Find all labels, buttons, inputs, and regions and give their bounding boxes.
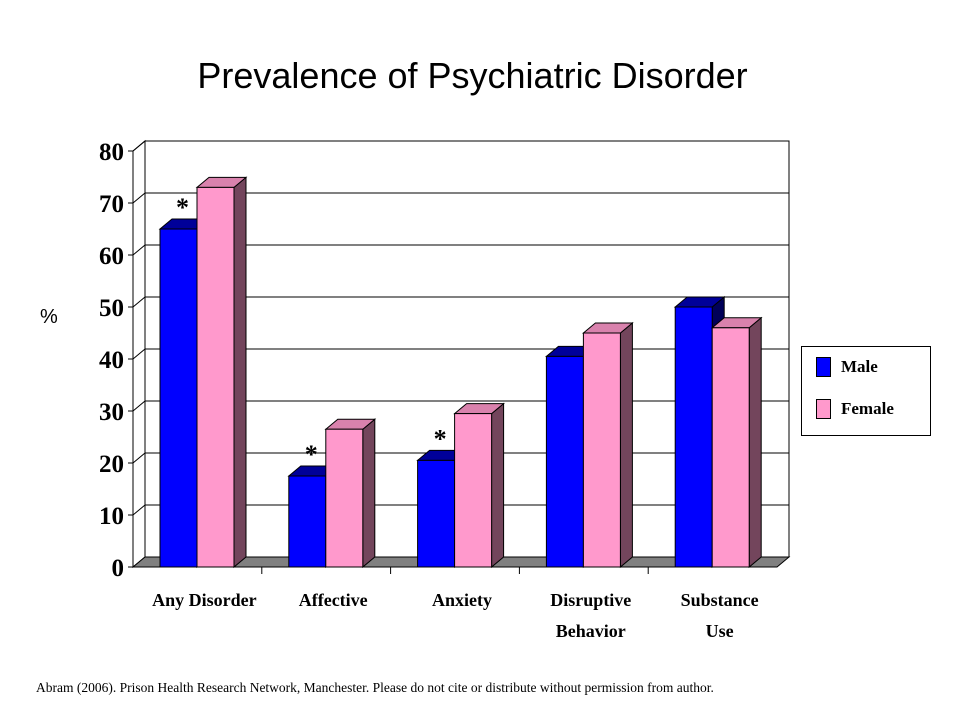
y-tick-label: 10 (99, 503, 124, 530)
gridline (132, 296, 789, 308)
bar-side (748, 316, 762, 569)
bar-male-0 (159, 228, 198, 568)
significance-asterisk: * (305, 440, 318, 469)
bar-side (619, 321, 633, 569)
gridline (132, 140, 789, 152)
y-tick-label: 70 (99, 191, 124, 218)
legend-item-female: Female (816, 399, 894, 419)
bar-female-0 (196, 186, 235, 568)
y-tick-label: 0 (112, 555, 125, 582)
bar-male-3 (545, 355, 584, 568)
legend-swatch-male (816, 357, 831, 377)
bar-female-3 (582, 332, 621, 568)
significance-asterisk: * (434, 424, 447, 453)
significance-asterisk: * (176, 193, 189, 222)
bar-male-1 (288, 475, 327, 568)
y-axis-label: % (40, 306, 58, 328)
bar-side (362, 418, 376, 569)
legend-swatch-female (816, 399, 831, 419)
gridline (132, 244, 789, 256)
y-tick-label: 30 (99, 399, 124, 426)
y-tick-label: 40 (99, 347, 124, 374)
y-tick-label: 50 (99, 295, 124, 322)
bar-female-1 (325, 428, 364, 568)
bar-male-2 (417, 459, 456, 568)
bar-female-2 (454, 413, 493, 568)
bar-side (491, 402, 505, 569)
x-category-label: Behavior (556, 621, 626, 641)
bar-male-4 (674, 306, 713, 568)
y-tick-label: 80 (99, 139, 124, 166)
legend-label-male: Male (841, 357, 878, 376)
x-category-label: Disruptive (550, 590, 631, 610)
x-category-label: Any Disorder (152, 590, 257, 610)
bar-female-4 (711, 327, 750, 568)
chart-title: Prevalence of Psychiatric Disorder (197, 55, 748, 96)
legend-label-female: Female (841, 399, 894, 418)
legend: Male Female (801, 346, 931, 436)
x-category-label: Anxiety (432, 590, 492, 610)
x-category-label: Substance (681, 590, 759, 610)
y-tick-label: 60 (99, 243, 124, 270)
y-tick-label: 20 (99, 451, 124, 478)
gridline (132, 192, 789, 204)
legend-item-male: Male (816, 357, 878, 377)
x-category-label: Use (706, 621, 734, 641)
source-note: Abram (2006). Prison Health Research Net… (36, 680, 714, 695)
x-category-label: Affective (299, 590, 368, 610)
bar-side (233, 176, 247, 569)
